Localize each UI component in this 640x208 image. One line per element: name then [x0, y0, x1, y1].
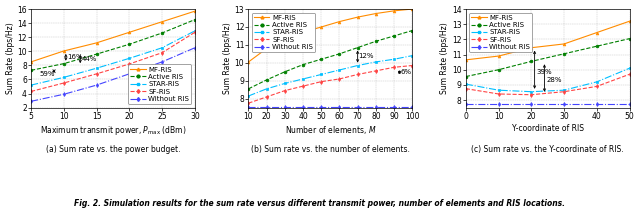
Y-axis label: Sum Rate (bps/Hz): Sum Rate (bps/Hz)	[6, 22, 15, 94]
Text: (a) Sum rate vs. the power budget.: (a) Sum rate vs. the power budget.	[45, 145, 180, 154]
X-axis label: Y-coordinate of RIS: Y-coordinate of RIS	[512, 124, 584, 132]
X-axis label: Number of elements, $M$: Number of elements, $M$	[285, 124, 376, 136]
Legend: MF-RIS, Active RIS, STAR-RIS, SF-RIS, Without RIS: MF-RIS, Active RIS, STAR-RIS, SF-RIS, Wi…	[469, 12, 532, 52]
Text: (b) Sum rate vs. the number of elements.: (b) Sum rate vs. the number of elements.	[251, 145, 410, 154]
Text: 39%: 39%	[536, 69, 552, 75]
Text: Fig. 2. Simulation results for the sum rate versus different transmit power, num: Fig. 2. Simulation results for the sum r…	[74, 199, 566, 208]
Legend: MF-RIS, Active RIS, STAR-RIS, SF-RIS, Without RIS: MF-RIS, Active RIS, STAR-RIS, SF-RIS, Wi…	[128, 64, 191, 104]
Text: 12%: 12%	[358, 53, 374, 59]
Text: 16%: 16%	[67, 54, 83, 60]
Text: (c) Sum rate vs. the Y-coordinate of RIS.: (c) Sum rate vs. the Y-coordinate of RIS…	[472, 145, 624, 154]
Legend: MF-RIS, Active RIS, STAR-RIS, SF-RIS, Without RIS: MF-RIS, Active RIS, STAR-RIS, SF-RIS, Wi…	[252, 12, 315, 52]
Text: 59%: 59%	[39, 71, 54, 77]
Y-axis label: Sum Rate (bps/Hz): Sum Rate (bps/Hz)	[440, 22, 449, 94]
Text: 44%: 44%	[81, 56, 97, 62]
Text: 28%: 28%	[546, 77, 561, 83]
Text: 6%: 6%	[401, 69, 412, 75]
X-axis label: Maximum transmit power, $P_{\mathrm{max}}$ (dBm): Maximum transmit power, $P_{\mathrm{max}…	[40, 124, 186, 137]
Y-axis label: Sum Rate (bps/Hz): Sum Rate (bps/Hz)	[223, 22, 232, 94]
